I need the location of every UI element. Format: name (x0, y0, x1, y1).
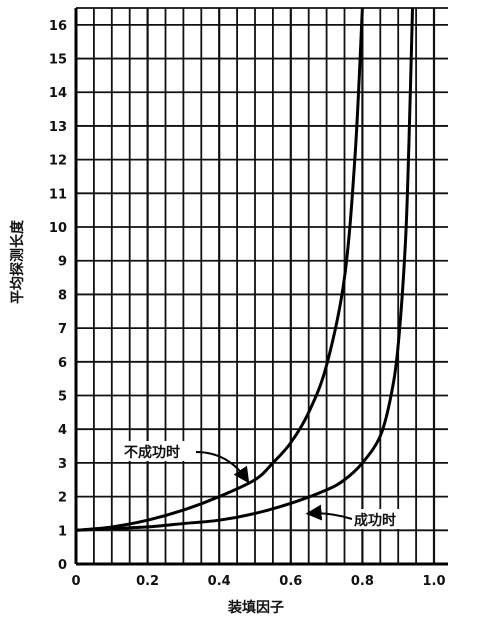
y-tick-label: 4 (58, 423, 67, 438)
y-tick-label: 6 (58, 356, 67, 371)
annotation-arrow-unsuccessful (195, 451, 250, 484)
series-line (75, 7, 415, 532)
y-axis-title: 平均探测长度 (9, 219, 26, 304)
grid (74, 7, 448, 566)
x-axis-title: 装填因子 (227, 599, 284, 616)
y-tick-label: 10 (49, 221, 67, 236)
y-tick-label: 11 (49, 187, 67, 202)
y-tick-label: 3 (58, 457, 67, 472)
y-tick-label: 5 (58, 390, 67, 405)
x-tick-label: 1.0 (422, 574, 445, 589)
annotation-label-unsuccessful: 不成功时 (124, 444, 180, 461)
y-tick-label: 1 (58, 524, 67, 539)
x-tick-label: 0.8 (351, 574, 374, 589)
annotation-label-successful: 成功时 (354, 512, 396, 529)
x-tick-label: 0.4 (208, 574, 231, 589)
series-lines (75, 7, 415, 532)
y-tick-label: 8 (58, 288, 67, 303)
y-tick-label: 14 (49, 86, 67, 101)
series-line (75, 7, 364, 532)
x-tick-label: 0 (71, 574, 80, 589)
annotation-background (352, 509, 410, 529)
annotation-arrow-successful (305, 504, 353, 521)
y-tick-label: 9 (58, 255, 67, 270)
annotation-background (122, 441, 196, 461)
y-tick-label: 7 (58, 322, 67, 337)
y-tick-label: 16 (49, 19, 67, 34)
x-tick-label: 0.6 (279, 574, 302, 589)
y-tick-label: 15 (49, 53, 67, 68)
y-tick-label: 13 (49, 120, 67, 135)
y-tick-label: 12 (49, 154, 67, 169)
y-tick-label: 2 (58, 491, 67, 506)
x-tick-label: 0.2 (136, 574, 159, 589)
y-tick-label: 0 (58, 558, 67, 573)
